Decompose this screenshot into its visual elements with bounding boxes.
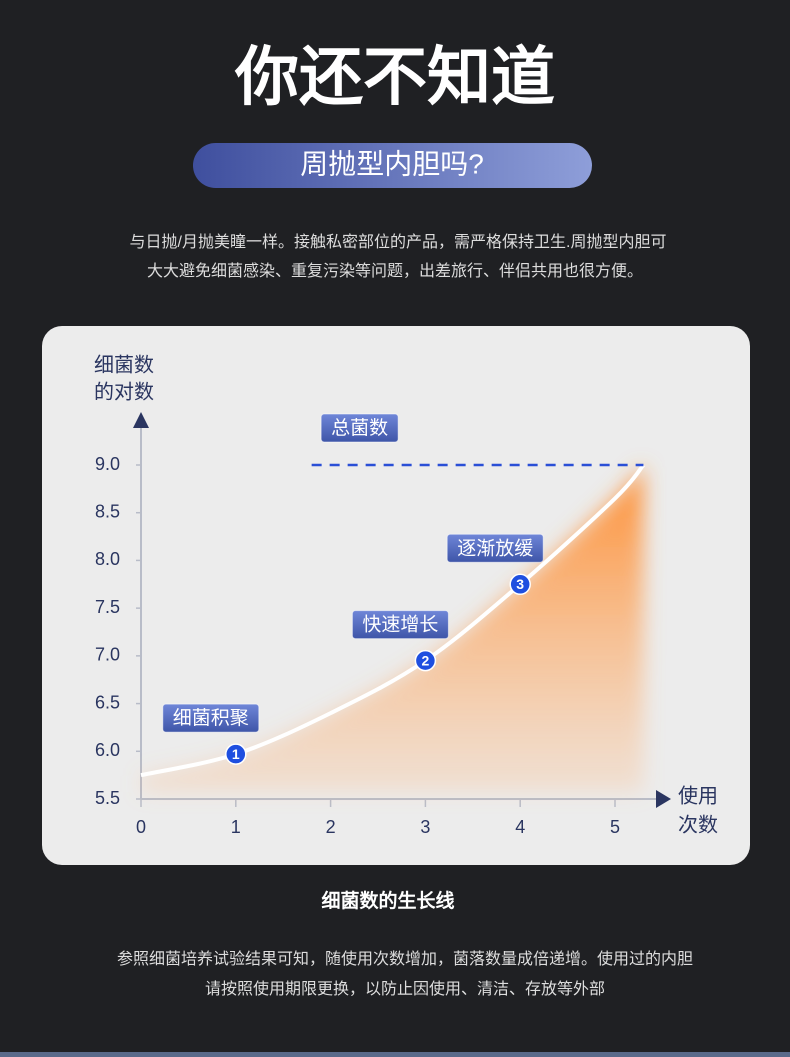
y-tick-label: 9.0 [95, 454, 120, 474]
point-marker [414, 649, 437, 672]
y-tick-label: 8.0 [95, 549, 120, 569]
y-tick-label: 7.5 [95, 597, 120, 617]
y-axis-label: 的对数 [94, 380, 154, 403]
label-box [162, 703, 260, 733]
point-number: 3 [516, 576, 524, 592]
x-axis-arrow [656, 790, 671, 808]
label-text: 总菌数 [331, 417, 388, 439]
y-axis-label: 细菌数 [94, 353, 154, 376]
footer-line: 参照细菌培养试验结果可知，随使用次数增加，菌落数量成倍递增。使用过的内胆 [117, 950, 693, 968]
y-axis-arrow [133, 412, 149, 428]
label-text: 快速增长 [362, 614, 438, 636]
y-tick-label: 6.5 [95, 692, 120, 712]
label-box [351, 610, 449, 640]
subtitle: 周抛型内胆吗? [300, 148, 484, 179]
y-tick-label: 8.5 [95, 501, 120, 521]
point-number: 2 [422, 652, 430, 668]
chart-caption: 细菌数的生长线 [321, 889, 454, 912]
label-box [320, 413, 399, 443]
glow-area [141, 465, 644, 793]
label-text: 逐渐放缓 [457, 537, 533, 559]
x-tick-label: 2 [326, 817, 336, 837]
bottom-strip [0, 1052, 790, 1057]
point-marker [225, 743, 247, 765]
y-tick-label: 7.0 [95, 645, 120, 665]
point-number: 1 [232, 746, 240, 762]
subtitle-pill [193, 143, 592, 188]
label-text: 细菌积聚 [173, 707, 249, 729]
y-tick-label: 5.5 [95, 788, 120, 808]
label-box [446, 533, 544, 563]
x-tick-label: 0 [136, 817, 146, 837]
title: 你还不知道 [234, 41, 555, 113]
intro-line: 大大避免细菌感染、重复污染等问题，出差旅行、伴侣共用也很方便。 [147, 262, 643, 280]
point-marker [509, 573, 531, 596]
x-tick-label: 5 [610, 817, 620, 837]
x-axis-label: 使用 [678, 784, 718, 807]
x-tick-label: 4 [515, 817, 525, 837]
x-tick-label: 3 [420, 817, 430, 837]
y-tick-label: 6.0 [95, 740, 120, 760]
x-axis-label: 次数 [678, 813, 718, 836]
intro-line: 与日抛/月抛美瞳一样。接触私密部位的产品，需严格保持卫生.周抛型内胆可 [130, 233, 667, 251]
footer-line: 请按照使用期限更换，以防止因使用、清洁、存放等外部 [205, 980, 605, 998]
x-tick-label: 1 [231, 817, 241, 837]
